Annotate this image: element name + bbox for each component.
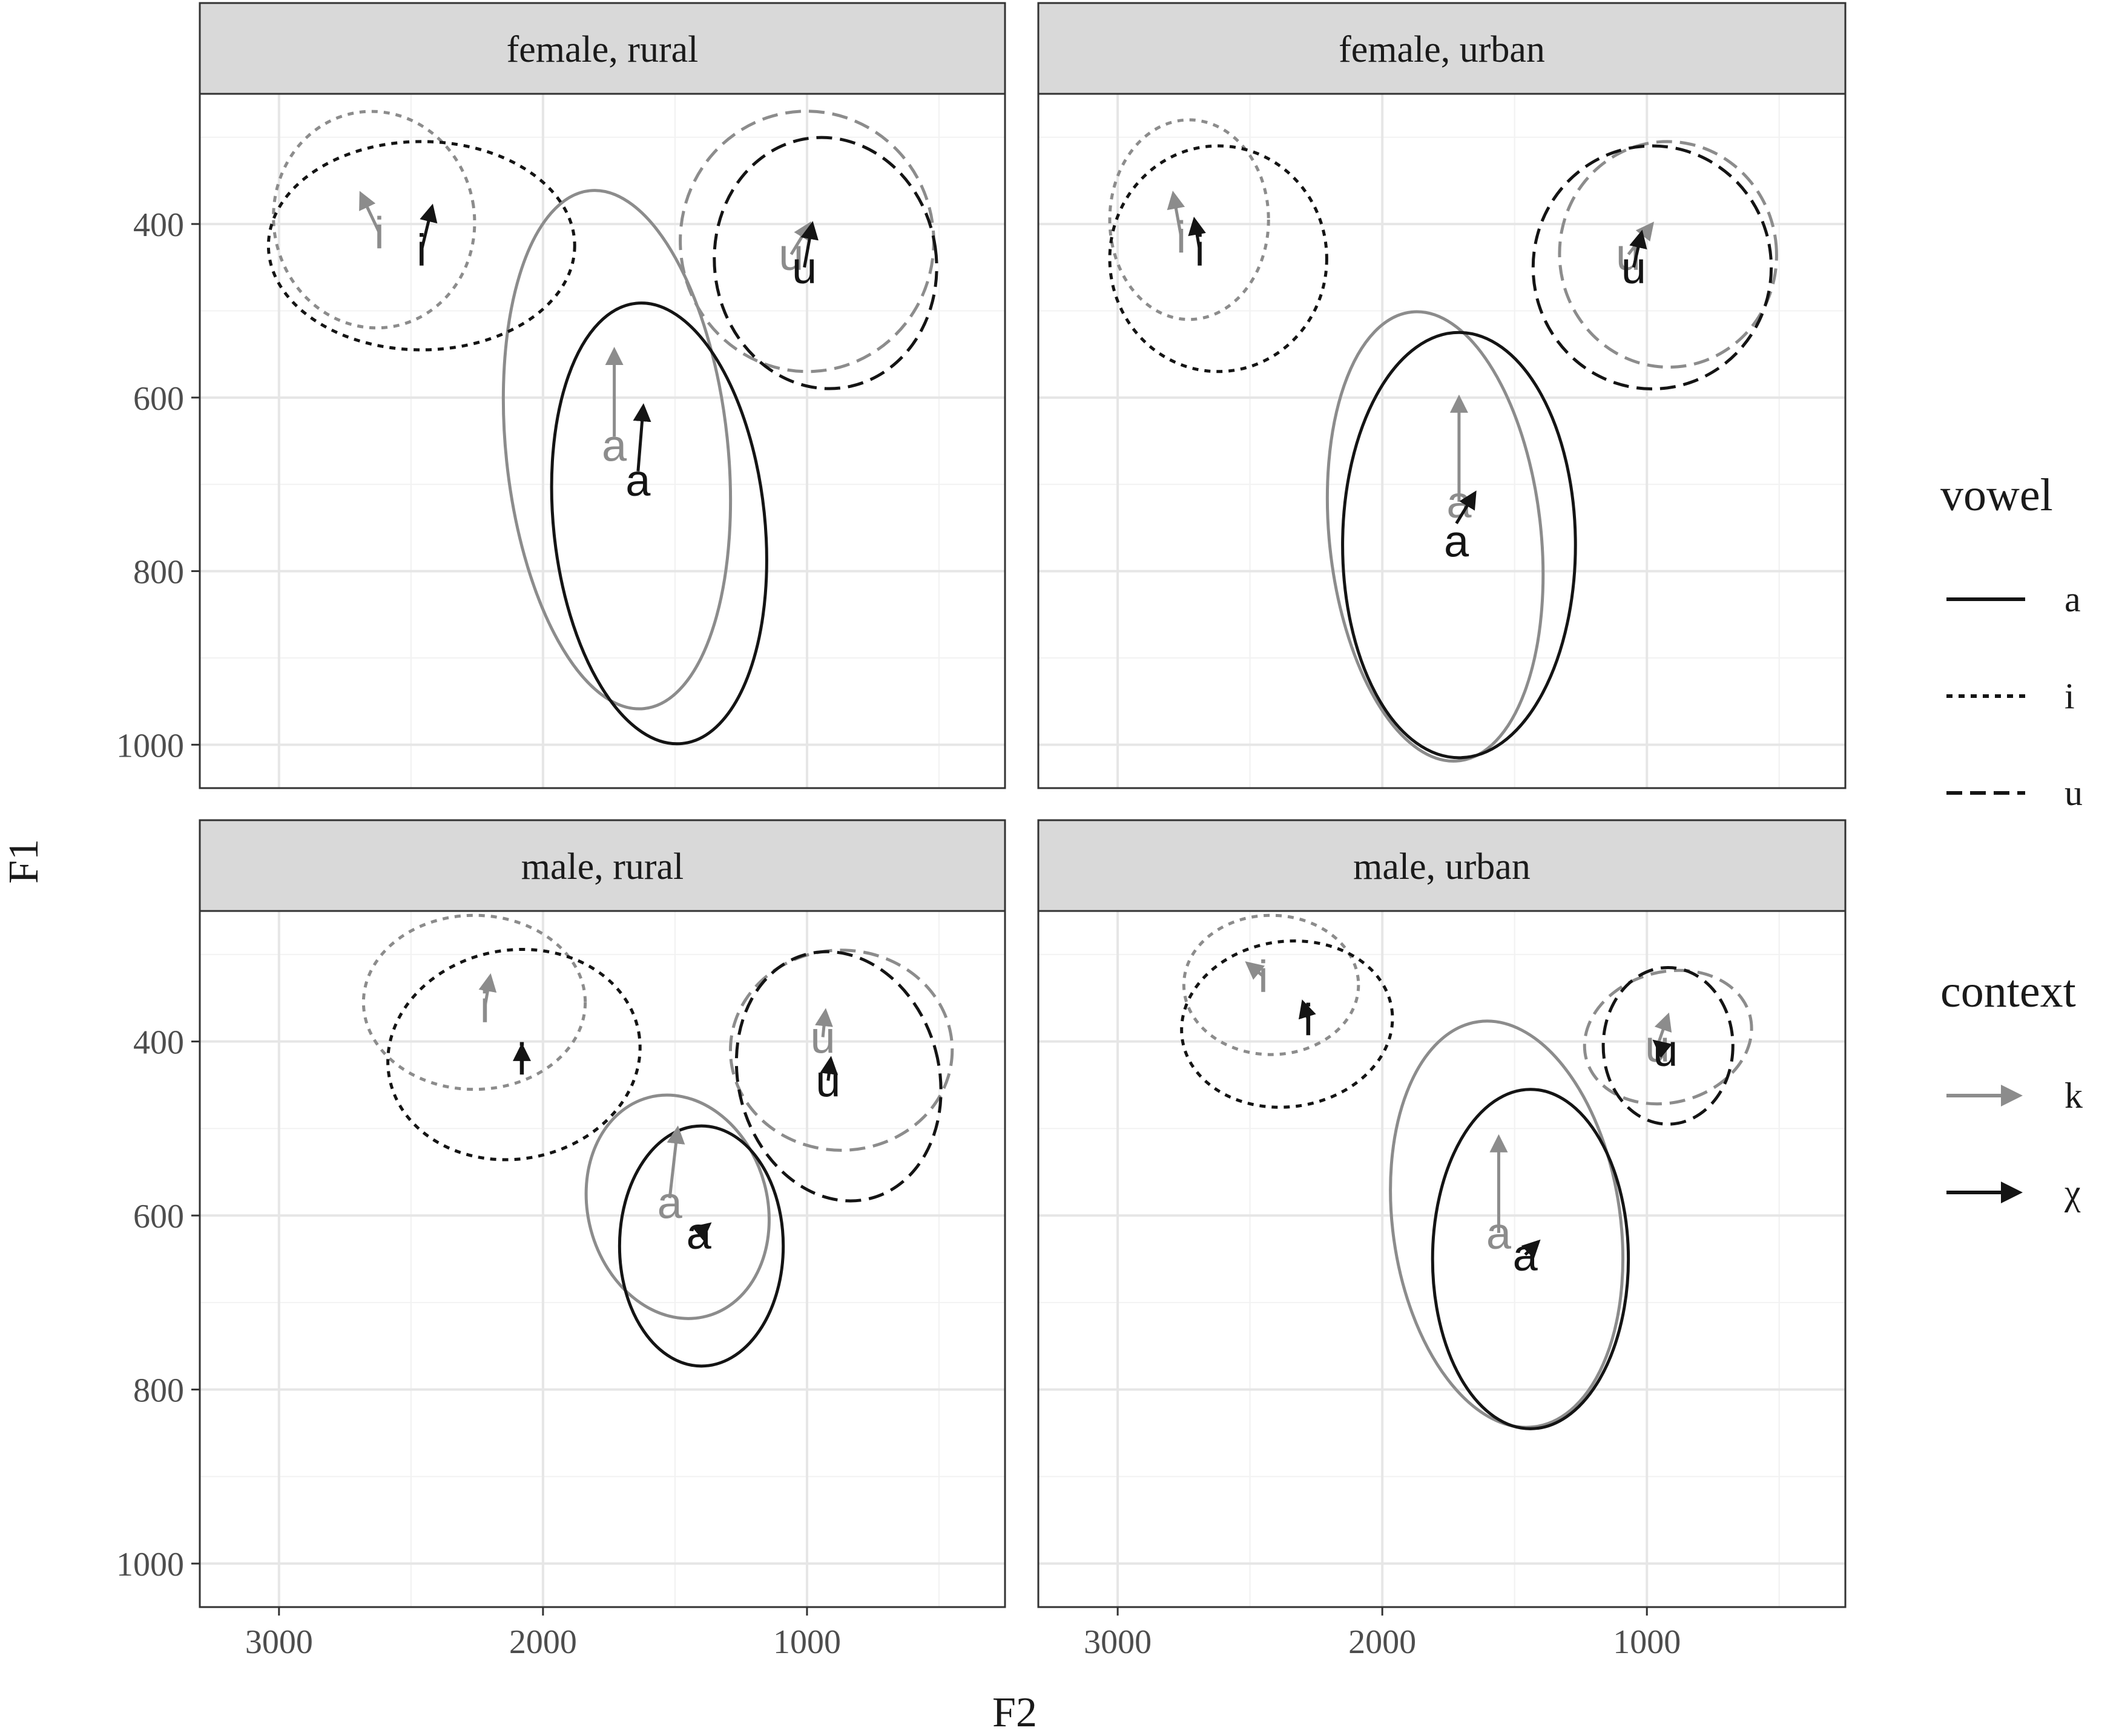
- y-tick-label: 600: [133, 1198, 184, 1235]
- vowel-label-u-chi: u: [792, 243, 817, 293]
- y-tick-label: 1000: [116, 727, 184, 764]
- panel-background: [200, 94, 1005, 788]
- ellipse-a-k: [1325, 310, 1545, 763]
- ellipse-u-k: [679, 110, 935, 373]
- ellipse-a-chi: [618, 1124, 785, 1368]
- arrow-u-chi: [800, 221, 819, 268]
- x-tick-label: 2000: [1348, 1623, 1416, 1661]
- facet-title: female, urban: [1339, 29, 1545, 70]
- ellipse-a-k: [1389, 1019, 1625, 1429]
- ellipse-u-chi: [1531, 144, 1773, 390]
- arrow-i-k: [478, 973, 497, 1007]
- vowel-label-i-k: i: [374, 208, 384, 258]
- arrow-a-chi: [633, 403, 651, 472]
- vowel-label-u-k: u: [811, 1012, 835, 1062]
- facet-title: male, rural: [521, 846, 684, 887]
- ellipse-i-chi: [386, 947, 642, 1162]
- ellipse-u-k: [728, 949, 954, 1152]
- legend-label-i: i: [2065, 676, 2075, 716]
- vowel-label-a-chi: a: [1513, 1230, 1538, 1280]
- arrow-u-chi: [1629, 229, 1647, 268]
- vowel-label-u-chi: u: [1653, 1025, 1678, 1076]
- vowel-label-u-chi: u: [816, 1056, 840, 1106]
- ellipse-a-chi: [550, 301, 768, 746]
- arrow-i-k: [359, 191, 381, 234]
- ellipse-u-k: [1558, 140, 1778, 369]
- panel-background: [1038, 911, 1845, 1607]
- ellipse-a-chi: [1341, 330, 1577, 760]
- ellipse-u-chi: [734, 950, 943, 1203]
- facet-title: female, rural: [507, 29, 699, 70]
- y-tick-label: 800: [133, 554, 184, 591]
- arrow-u-chi: [1652, 1039, 1673, 1059]
- arrow-a-chi: [1521, 1239, 1541, 1259]
- x-tick-label: 1000: [1613, 1623, 1681, 1661]
- ellipse-i-k: [1108, 118, 1270, 321]
- y-tick-label: 400: [133, 1024, 184, 1062]
- legend-title-context: context: [1940, 966, 2076, 1017]
- arrow-a-chi: [1455, 490, 1477, 525]
- vowel-label-i-chi: i: [517, 1034, 527, 1084]
- arrow-i-chi: [1188, 216, 1206, 251]
- vowel-label-i-k: i: [1258, 952, 1268, 1002]
- ellipse-a-k: [501, 189, 733, 711]
- vowel-label-i-chi: i: [1303, 995, 1313, 1045]
- facet-strip: [1037, 819, 1847, 912]
- ellipse-a-chi: [1431, 1088, 1630, 1430]
- panel-background: [1038, 94, 1845, 788]
- ellipse-i-chi: [1180, 939, 1394, 1109]
- arrow-i-k: [1245, 961, 1265, 980]
- y-tick-label: 800: [133, 1372, 184, 1410]
- ellipse-i-k: [1182, 913, 1360, 1056]
- legend-label-a: a: [2065, 579, 2081, 619]
- facet-strip: [1037, 2, 1847, 95]
- legend-title-vowel: vowel: [1940, 470, 2053, 521]
- ellipse-i-chi: [266, 140, 576, 352]
- ellipse-a-k: [584, 1093, 771, 1320]
- arrow-i-k: [1167, 190, 1185, 238]
- legend-label-chi: χ: [2064, 1172, 2081, 1212]
- legend: vowel a i u context k χ: [1940, 470, 2083, 1212]
- facet-title: male, urban: [1353, 846, 1531, 887]
- arrow-a-k: [667, 1125, 685, 1198]
- x-tick-label: 2000: [509, 1623, 577, 1661]
- ellipse-u-chi: [1601, 965, 1735, 1126]
- x-tick-label: 1000: [773, 1623, 841, 1661]
- arrow-u-chi: [820, 1056, 839, 1081]
- vowel-label-a-chi: a: [1444, 516, 1469, 566]
- ellipse-i-chi: [1108, 144, 1328, 373]
- y-tick-label: 600: [133, 380, 184, 418]
- arrow-i-chi: [420, 203, 438, 251]
- legend-label-u: u: [2065, 773, 2083, 813]
- arrow-i-chi: [1298, 999, 1316, 1021]
- legend-label-k: k: [2065, 1076, 2083, 1116]
- ellipse-i-k: [361, 913, 587, 1091]
- arrow-u-k: [815, 1008, 833, 1037]
- vowel-label-u-chi: u: [1621, 243, 1646, 293]
- ellipse-u-k: [1583, 968, 1753, 1106]
- x-axis-label: F2: [992, 1689, 1037, 1736]
- facet-strip: [199, 2, 1006, 95]
- arrow-a-chi: [691, 1222, 712, 1241]
- y-tick-label: 1000: [116, 1546, 184, 1583]
- x-tick-label: 3000: [245, 1623, 313, 1661]
- x-tick-label: 3000: [1084, 1623, 1152, 1661]
- ellipse-i-k: [272, 110, 476, 330]
- ellipse-u-chi: [713, 136, 938, 390]
- y-tick-label: 400: [133, 206, 184, 244]
- facet-strip: [199, 819, 1006, 912]
- y-axis-label: F1: [1, 839, 47, 884]
